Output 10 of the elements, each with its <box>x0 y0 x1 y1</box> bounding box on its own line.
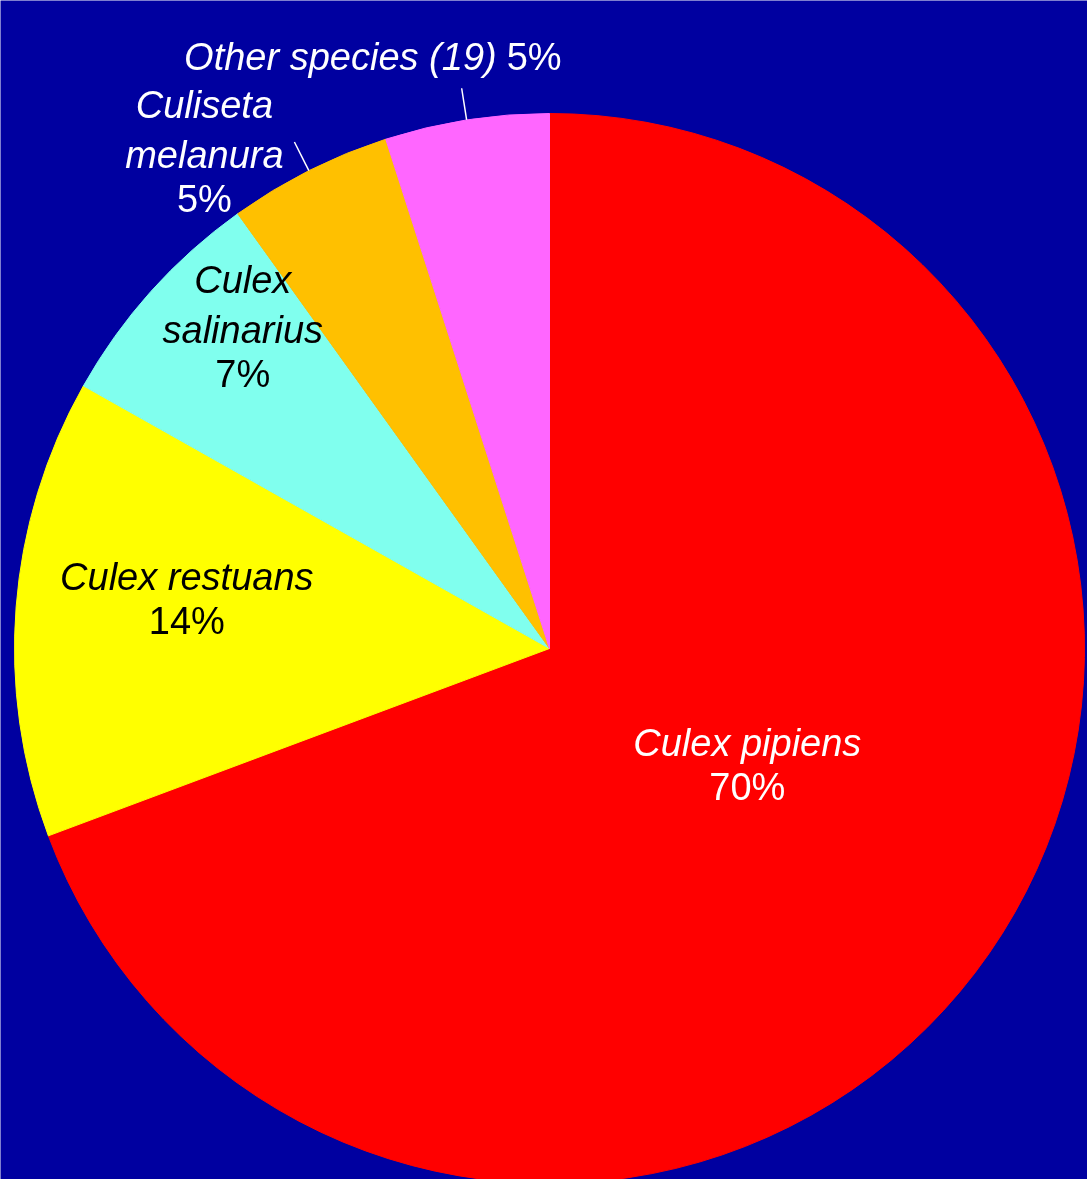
slice-label: Culiseta melanura <box>125 83 284 177</box>
data-label: 5% <box>176 178 232 221</box>
data-label: 5% <box>506 35 562 78</box>
data-label: 14% <box>148 600 225 643</box>
slice-label: Culex pipiens <box>633 721 862 764</box>
slice-label: Culex salinarius <box>162 259 324 352</box>
data-label: 70% <box>709 765 786 808</box>
slice-label: Culex restuans <box>60 556 314 599</box>
slice-label: Other species (19) <box>184 35 497 78</box>
data-label: 7% <box>215 353 271 396</box>
